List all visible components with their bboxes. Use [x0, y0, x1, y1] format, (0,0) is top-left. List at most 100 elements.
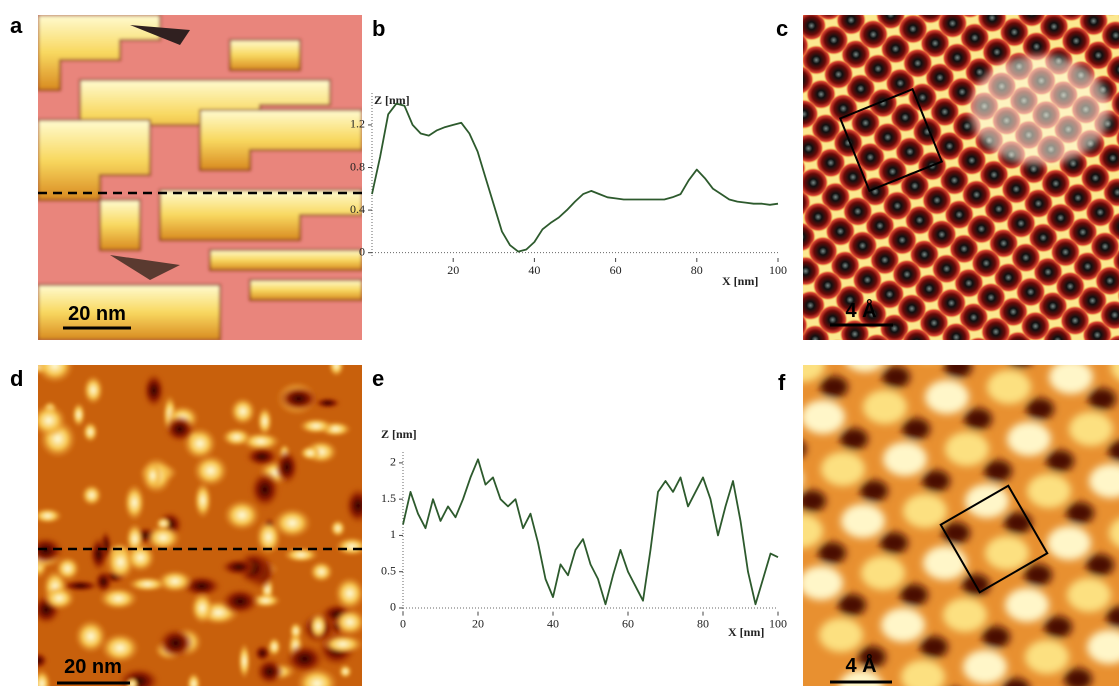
- texture: [31, 404, 67, 437]
- texture: [1005, 588, 1049, 622]
- texture: [1086, 554, 1114, 576]
- texture: [699, 306, 743, 340]
- texture: [190, 592, 214, 625]
- texture: [221, 428, 252, 447]
- texture: [985, 536, 1029, 570]
- texture: [245, 446, 280, 467]
- x-tick-label: 40: [528, 263, 540, 277]
- scale-bar-label: 4 Å: [845, 298, 876, 322]
- texture: [33, 508, 63, 524]
- texture: [1069, 412, 1113, 446]
- texture: [344, 486, 372, 525]
- texture: [880, 532, 908, 554]
- y-tick-label: 0: [390, 600, 396, 614]
- texture: [881, 608, 925, 642]
- texture: [1004, 512, 1032, 534]
- texture: [738, 334, 766, 356]
- texture: [963, 650, 1007, 684]
- texture: [83, 375, 104, 405]
- texture: [779, 514, 823, 548]
- texture: [333, 608, 366, 636]
- texture: [220, 587, 261, 615]
- y-tick-label: 1: [390, 527, 396, 541]
- texture: [299, 445, 321, 460]
- texture: [127, 577, 167, 592]
- texture: [861, 556, 905, 590]
- texture: [289, 622, 302, 640]
- texture: [984, 460, 1012, 482]
- texture: [759, 462, 803, 496]
- texture: [1044, 616, 1072, 638]
- texture: [1046, 450, 1074, 472]
- texture: [843, 338, 887, 372]
- texture: [55, 556, 80, 581]
- x-tick-label: 40: [547, 616, 559, 630]
- texture: [309, 612, 328, 640]
- texture: [334, 576, 365, 610]
- texture: [860, 480, 888, 502]
- x-tick-label: 60: [622, 616, 634, 630]
- texture: [987, 370, 1031, 404]
- texture: [739, 410, 783, 444]
- texture: [43, 586, 76, 610]
- texture: [124, 483, 145, 521]
- texture: [882, 366, 910, 388]
- x-tick-label: 100: [769, 616, 787, 630]
- texture: [157, 627, 194, 659]
- texture: [1025, 640, 1069, 674]
- figure: 20 nm 4 Å 20 nm 4 Å a b c d e f Z [nm] X…: [0, 0, 1119, 686]
- texture: [840, 428, 868, 450]
- panel-label: a: [10, 13, 23, 38]
- texture: [945, 432, 989, 466]
- y-tick-label: 1.5: [381, 491, 396, 505]
- texture: [821, 452, 865, 486]
- profile-curve: [403, 459, 778, 604]
- texture: [799, 566, 843, 600]
- texture: [923, 546, 967, 580]
- x-tick-label: 80: [697, 616, 709, 630]
- x-tick-label: 100: [769, 263, 787, 277]
- texture: [1049, 360, 1093, 394]
- scale-bar-label: 20 nm: [68, 303, 126, 325]
- texture: [1047, 526, 1091, 560]
- texture: [27, 652, 48, 670]
- scale-bar-label: 4 Å: [845, 653, 876, 677]
- x-tick-label: 60: [610, 263, 622, 277]
- texture: [220, 558, 258, 577]
- panel-label: d: [10, 366, 23, 391]
- texture: [964, 408, 992, 430]
- y-axis-title: Z [nm]: [381, 427, 417, 441]
- texture: [1006, 346, 1034, 368]
- texture: [330, 519, 346, 537]
- texture: [841, 504, 885, 538]
- texture: [1024, 564, 1052, 586]
- x-axis-title: X [nm]: [722, 274, 758, 288]
- x-tick-label: 0: [400, 616, 406, 630]
- texture: [164, 415, 195, 443]
- texture: [278, 386, 319, 412]
- texture: [36, 347, 75, 383]
- texture: [818, 542, 846, 564]
- texture: [719, 358, 763, 392]
- x-axis-title: X [nm]: [728, 625, 764, 639]
- panel-label: c: [776, 16, 788, 41]
- panel-label: e: [372, 366, 384, 391]
- texture: [1027, 474, 1071, 508]
- texture: [900, 584, 928, 606]
- y-tick-label: 0.8: [350, 159, 365, 173]
- texture: [74, 619, 107, 654]
- stm-image-c: [803, 15, 1119, 340]
- texture: [838, 594, 866, 616]
- texture: [920, 636, 948, 658]
- texture: [902, 418, 930, 440]
- texture: [798, 490, 826, 512]
- texture: [144, 461, 162, 491]
- texture: [335, 537, 369, 556]
- profile-curve: [372, 104, 778, 252]
- y-tick-label: 0.4: [350, 202, 365, 216]
- texture: [820, 376, 848, 398]
- texture: [89, 536, 108, 573]
- texture: [883, 442, 927, 476]
- texture: [82, 421, 98, 442]
